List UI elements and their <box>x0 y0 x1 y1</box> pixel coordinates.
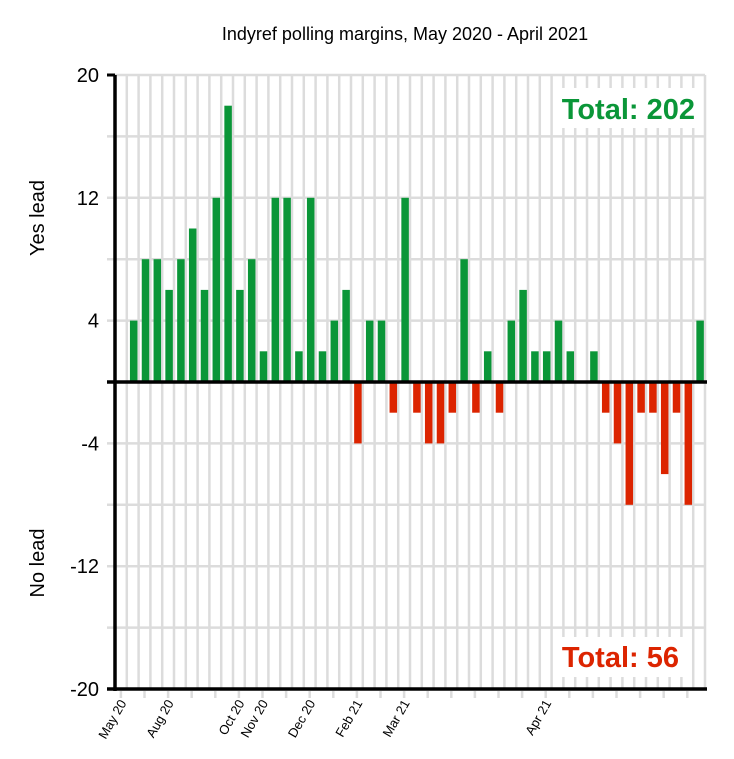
bar-no <box>649 382 657 413</box>
bar-yes <box>283 197 291 382</box>
bar-no <box>601 382 610 413</box>
bar-yes <box>483 351 492 382</box>
y-label-no: No lead <box>27 529 49 598</box>
y-tick-label: -20 <box>70 679 99 701</box>
bar-yes <box>224 105 232 382</box>
x-tick-label: Apr 21 <box>522 697 554 738</box>
bar-yes <box>141 259 150 382</box>
y-tick-label: -4 <box>81 433 99 455</box>
axes <box>107 73 707 691</box>
bar-no <box>613 382 622 444</box>
bar-no <box>625 382 634 505</box>
bar-yes <box>129 320 138 382</box>
y-tick-label: 4 <box>88 311 99 333</box>
bar-no <box>495 382 504 413</box>
bar-yes <box>507 320 516 382</box>
bar-yes <box>212 197 221 382</box>
bar-yes <box>519 289 527 382</box>
bar-no <box>684 382 693 505</box>
bar-no <box>448 382 457 413</box>
bar-yes <box>165 289 173 382</box>
x-tick-label: May 20 <box>95 697 129 741</box>
bar-yes <box>177 259 185 382</box>
bar-yes <box>200 289 209 382</box>
bar-yes <box>590 351 598 382</box>
bar-yes <box>236 289 244 382</box>
bar-no <box>436 382 445 444</box>
bar-yes <box>365 320 374 382</box>
bar-yes <box>460 259 468 382</box>
bar-yes <box>259 351 268 382</box>
x-tick-label: Aug 20 <box>143 697 177 740</box>
bar-yes <box>295 351 303 382</box>
y-tick-label: 12 <box>77 188 99 210</box>
bar-no <box>354 382 362 444</box>
x-tick-label: Feb 21 <box>332 697 365 740</box>
no-total-annotation: Total: 56 <box>562 642 679 674</box>
bar-no <box>660 382 669 475</box>
chart-title: Indyref polling margins, May 2020 - Apri… <box>222 24 588 44</box>
yes-total-bg <box>553 88 698 128</box>
bar-yes <box>330 320 339 382</box>
bar-yes <box>188 228 197 382</box>
bar-yes <box>247 259 256 382</box>
bar-yes <box>401 197 409 382</box>
bar-yes <box>554 320 563 382</box>
bar-yes <box>153 259 162 382</box>
bar-yes <box>377 320 386 382</box>
bar-no <box>413 382 421 413</box>
bar-yes <box>306 197 315 382</box>
bar-yes <box>318 351 327 382</box>
bar-yes <box>271 197 280 382</box>
bars <box>129 105 704 505</box>
y-tick-label: -12 <box>70 556 99 578</box>
bar-yes <box>342 289 350 382</box>
no-total-bg <box>553 637 683 677</box>
y-label-yes: Yes lead <box>27 180 49 256</box>
bar-yes <box>696 320 704 382</box>
y-ticks: 20 12 4 -4 -12 -20 <box>70 65 99 701</box>
bar-no <box>389 382 398 413</box>
bar-yes <box>566 351 575 382</box>
bar-no <box>637 382 645 413</box>
x-tick-label: Dec 20 <box>285 697 319 740</box>
bar-yes <box>531 351 539 382</box>
bar-no <box>472 382 480 413</box>
y-tick-label: 20 <box>77 65 99 87</box>
bar-no <box>672 382 681 413</box>
bar-no <box>424 382 433 444</box>
bar-yes <box>542 351 551 382</box>
yes-total-annotation: Total: 202 <box>562 94 695 126</box>
x-tick-label: Mar 21 <box>379 697 412 740</box>
